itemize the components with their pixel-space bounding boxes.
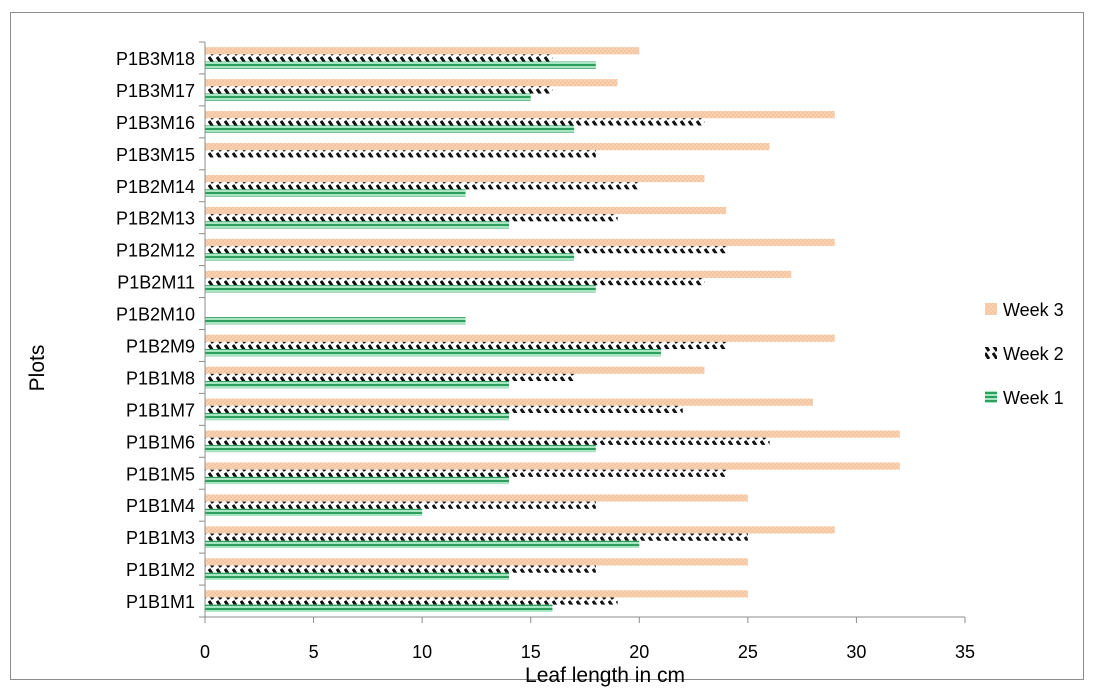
bar-week-2-P1B1M4 [205, 501, 596, 509]
x-tick-label-35: 35 [955, 642, 975, 662]
y-tick-label-P1B3M15: P1B3M15 [116, 145, 195, 165]
bar-week-3-P1B2M11 [205, 270, 792, 278]
bar-week-2-P1B1M1 [205, 597, 618, 605]
bar-week-3-P1B1M5 [205, 462, 900, 470]
bar-week-2-P1B3M15 [205, 150, 596, 158]
y-tick-label-P1B1M3: P1B1M3 [126, 528, 195, 548]
x-tick-label-5: 5 [309, 642, 319, 662]
bar-week-1-P1B3M16 [205, 125, 575, 133]
legend-label-week-2: Week 2 [1003, 344, 1064, 364]
y-tick-label-P1B3M18: P1B3M18 [116, 49, 195, 69]
legend-swatch-week-2 [985, 347, 997, 359]
bar-week-1-P1B1M5 [205, 476, 509, 485]
y-tick-label-P1B1M8: P1B1M8 [126, 368, 195, 388]
bar-week-1-P1B3M18 [205, 61, 596, 69]
y-tick-label-P1B3M16: P1B3M16 [116, 113, 195, 133]
bar-week-3-P1B1M4 [205, 494, 748, 502]
bar-week-1-P1B1M3 [205, 540, 640, 548]
bar-week-2-P1B1M5 [205, 469, 727, 477]
bar-week-3-P1B2M9 [205, 334, 835, 342]
bar-week-1-P1B2M9 [205, 349, 661, 357]
y-tick-label-P1B2M9: P1B2M9 [126, 336, 195, 356]
bar-week-3-P1B1M2 [205, 558, 748, 566]
bar-week-2-P1B2M9 [205, 341, 727, 350]
y-tick-label-P1B2M13: P1B2M13 [116, 209, 195, 229]
y-tick-label-P1B1M6: P1B1M6 [126, 432, 195, 452]
bar-week-1-P1B1M1 [205, 604, 553, 612]
bar-week-3-P1B1M8 [205, 366, 705, 374]
bar-week-2-P1B2M11 [205, 277, 705, 286]
bar-week-1-P1B1M2 [205, 572, 509, 580]
bar-week-1-P1B1M4 [205, 508, 423, 516]
x-axis-label: Leaf length in cm [525, 664, 685, 687]
bar-week-2-P1B1M7 [205, 405, 683, 413]
legend: Week 3 Week 2 Week 1 [985, 300, 1064, 408]
bar-week-2-P1B3M16 [205, 118, 705, 126]
x-tick-label-0: 0 [200, 642, 210, 662]
bar-week-2-P1B1M8 [205, 373, 575, 382]
bar-week-3-P1B1M1 [205, 590, 748, 598]
y-tick-label-P1B3M17: P1B3M17 [116, 81, 195, 101]
y-tick-label-P1B2M14: P1B2M14 [116, 177, 195, 197]
bar-week-3-P1B2M13 [205, 206, 727, 215]
bar-week-1-P1B2M10 [205, 317, 466, 325]
bar-week-2-P1B2M14 [205, 182, 640, 190]
x-tick-label-10: 10 [412, 642, 432, 662]
legend-label-week-1: Week 1 [1003, 388, 1064, 408]
axes: P1B1M1 P1B1M2 P1B1M3 P1B1M4 P1B1M5 P1B1M6 P1B1… [116, 41, 975, 662]
y-tick-label-P1B1M7: P1B1M7 [126, 400, 195, 420]
x-tick-label-25: 25 [738, 642, 758, 662]
bar-week-3-P1B1M3 [205, 526, 835, 534]
bar-week-2-P1B3M17 [205, 86, 553, 94]
plot-area [205, 47, 900, 612]
y-tick-label-P1B2M11: P1B2M11 [117, 273, 195, 293]
legend-label-week-3: Week 3 [1003, 300, 1064, 320]
y-tick-label-P1B2M12: P1B2M12 [116, 241, 195, 261]
legend-swatch-week-3 [985, 303, 997, 315]
x-tick-label-20: 20 [629, 642, 649, 662]
bar-week-3-P1B3M16 [205, 111, 835, 119]
bar-week-2-P1B2M13 [205, 214, 618, 222]
bar-week-1-P1B2M12 [205, 253, 575, 261]
bar-week-3-P1B3M17 [205, 79, 618, 87]
legend-swatch-week-1 [985, 391, 997, 403]
y-tick-label-P1B1M5: P1B1M5 [126, 464, 195, 484]
chart-frame [10, 12, 1084, 680]
bar-week-3-P1B1M6 [205, 430, 900, 438]
bar-week-2-P1B1M3 [205, 533, 748, 541]
bar-week-3-P1B3M18 [205, 47, 640, 55]
bar-week-2-P1B1M6 [205, 437, 770, 445]
bar-week-1-P1B1M7 [205, 412, 509, 421]
bar-week-3-P1B2M14 [205, 174, 705, 183]
bar-week-1-P1B2M14 [205, 189, 466, 197]
y-tick-label-P1B1M1: P1B1M1 [126, 592, 195, 612]
bar-week-2-P1B3M18 [205, 54, 553, 62]
y-tick-label-P1B2M10: P1B2M10 [116, 305, 195, 325]
y-tick-label-P1B1M2: P1B1M2 [126, 560, 195, 580]
y-tick-label-P1B1M4: P1B1M4 [126, 496, 195, 516]
bar-week-1-P1B2M13 [205, 221, 509, 229]
bar-week-2-P1B1M2 [205, 565, 596, 573]
x-tick-label-30: 30 [846, 642, 866, 662]
x-tick-label-15: 15 [521, 642, 541, 662]
bar-week-1-P1B1M6 [205, 444, 596, 453]
bar-week-3-P1B1M7 [205, 398, 813, 406]
bar-week-1-P1B3M17 [205, 93, 531, 101]
bar-week-3-P1B2M12 [205, 238, 835, 247]
bar-week-1-P1B1M8 [205, 381, 509, 389]
y-axis-label: Plots [26, 345, 49, 392]
bar-week-2-P1B2M12 [205, 246, 727, 254]
bar-week-1-P1B2M11 [205, 285, 596, 293]
bar-week-3-P1B3M15 [205, 143, 770, 151]
